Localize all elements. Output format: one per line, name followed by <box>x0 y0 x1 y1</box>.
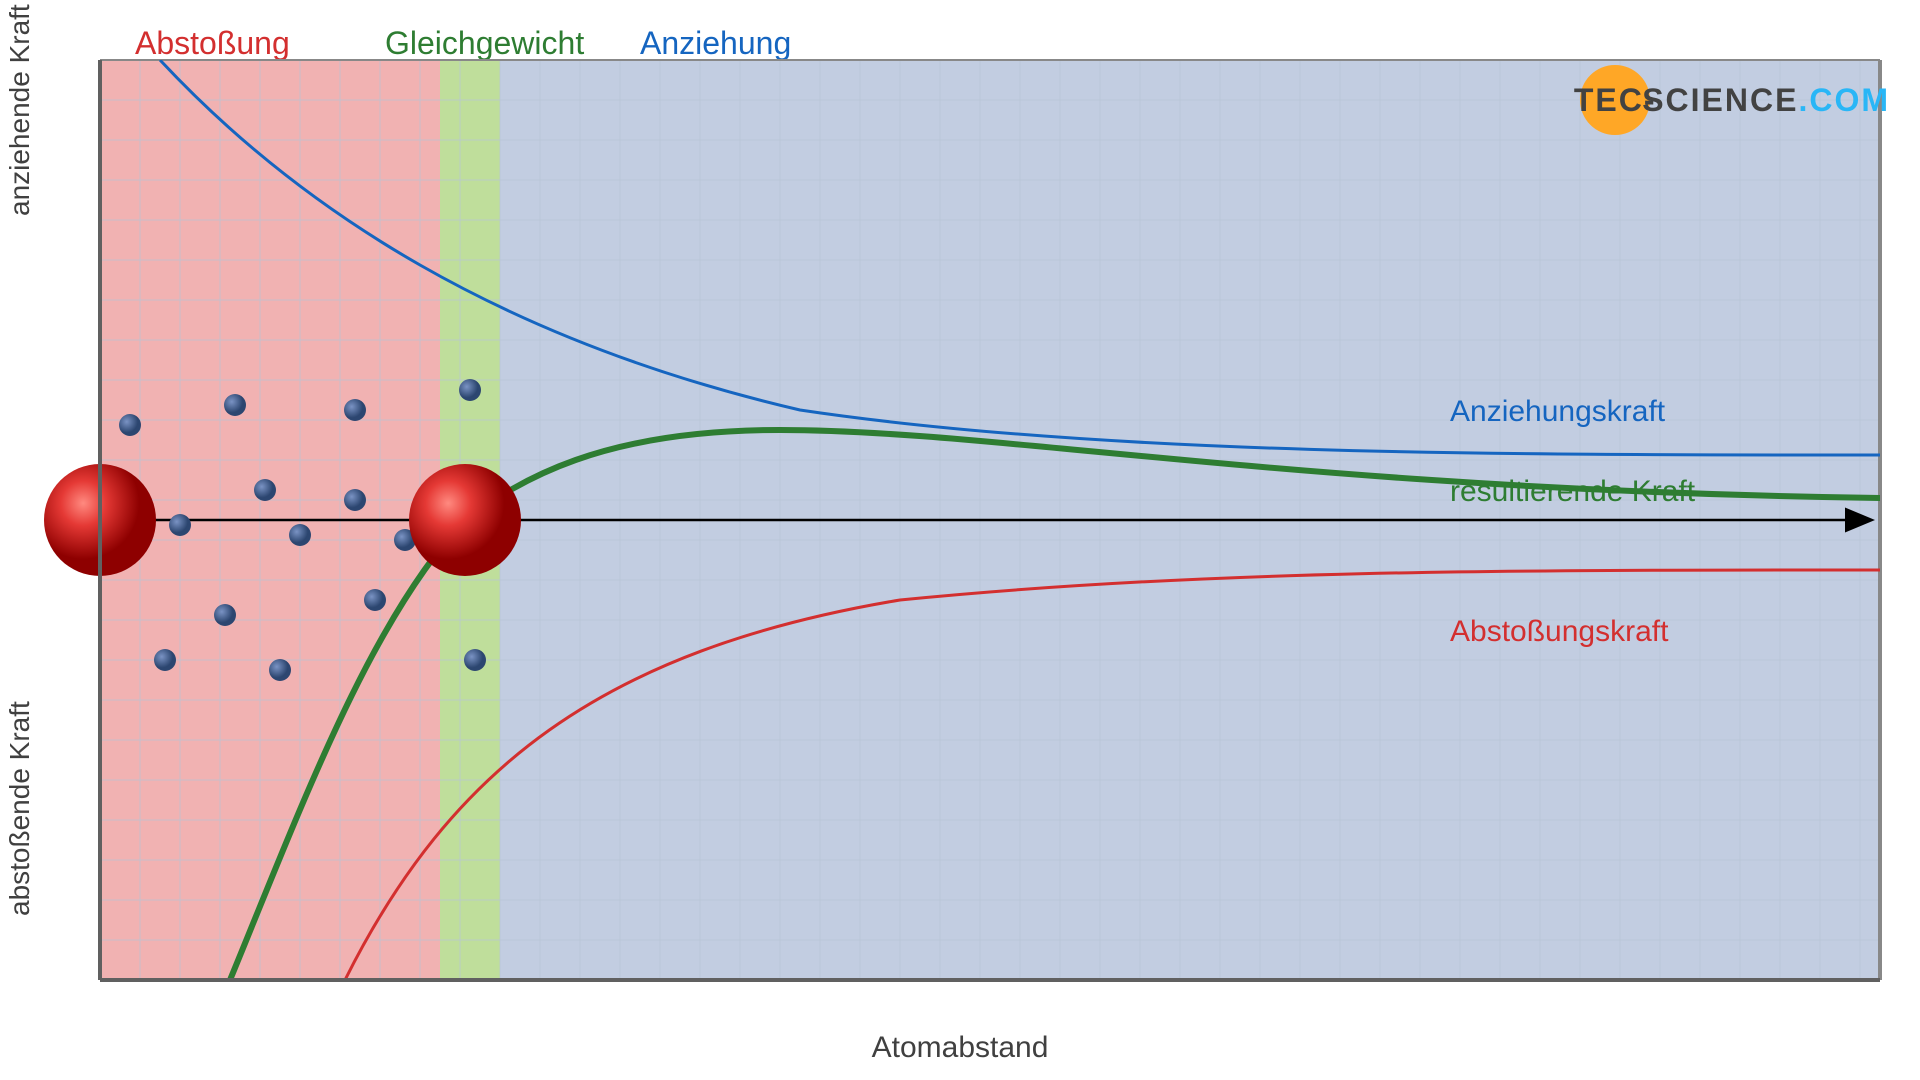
logo-tec-science: TEC- SCIENCE .COM <box>1580 65 1890 135</box>
chart-svg <box>100 60 1880 980</box>
region-label-repulsion: Abstoßung <box>135 25 290 62</box>
curve-label-repulsion: Abstoßungskraft <box>1450 615 1668 649</box>
x-axis-label: Atomabstand <box>872 1031 1049 1065</box>
curve-label-resultant: resultierende Kraft <box>1450 475 1695 509</box>
logo-part2: SCIENCE <box>1642 82 1798 119</box>
y-axis-label-top: anziehende Kraft <box>4 4 36 216</box>
atom-right <box>409 464 521 576</box>
y-axis-label-bottom: abstoßende Kraft <box>4 701 36 916</box>
curve-label-attraction: Anziehungskraft <box>1450 395 1665 429</box>
region-label-equilibrium: Gleichgewicht <box>385 25 584 62</box>
logo-circle: TEC- <box>1580 65 1650 135</box>
logo-part3: .COM <box>1798 82 1890 119</box>
region-label-attraction: Anziehung <box>640 25 791 62</box>
chart-area: Anziehungskraft resultierende Kraft Abst… <box>100 60 1880 980</box>
